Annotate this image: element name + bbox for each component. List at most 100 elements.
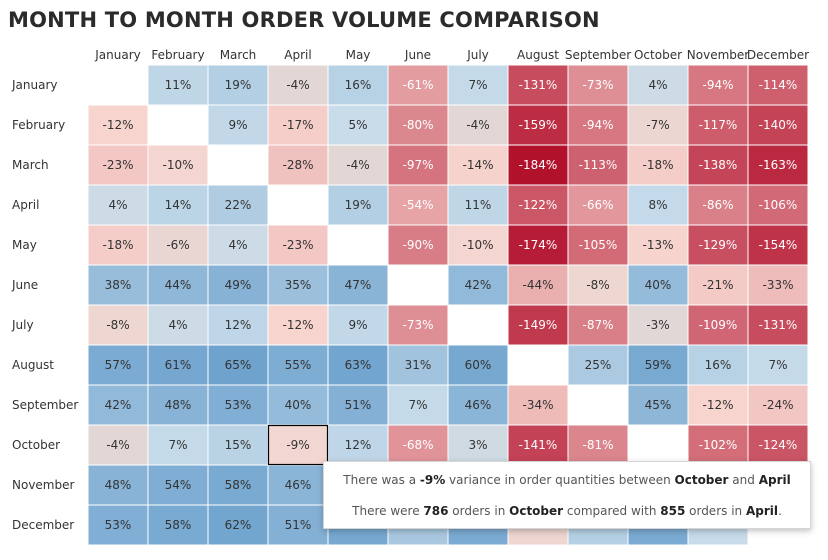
- heatmap-cell-april-september: [567, 184, 629, 226]
- heatmap-cell-july-september: [567, 304, 629, 346]
- cell-value-label: -114%: [759, 78, 798, 92]
- heatmap-cell-march-july: [447, 144, 509, 186]
- heatmap-cell-july-august: [507, 304, 569, 346]
- cell-value-label: 11%: [165, 78, 192, 92]
- cell-value-label: 51%: [345, 398, 372, 412]
- cell-value-label: -90%: [402, 238, 433, 252]
- cell-value-label: 38%: [105, 278, 132, 292]
- cell-value-label: 4%: [228, 238, 247, 252]
- cell-value-label: -12%: [102, 118, 133, 132]
- cell-value-label: 55%: [285, 358, 312, 372]
- heatmap-cell-october-june: [387, 424, 449, 466]
- heatmap-cell-november-april: [267, 464, 329, 506]
- row-label-october: October: [12, 438, 60, 452]
- cell-value-label: 16%: [705, 358, 732, 372]
- cell-value-label: 40%: [285, 398, 312, 412]
- heatmap-cell-december-february: [147, 504, 209, 546]
- heatmap-cell-february-october: [627, 104, 689, 146]
- cell-value-label: 53%: [105, 518, 132, 532]
- heatmap-cell-august-february: [147, 344, 209, 386]
- cell-value-label: -184%: [519, 158, 558, 172]
- heatmap-cell-may-february: [147, 224, 209, 266]
- cell-value-label: -159%: [519, 118, 558, 132]
- cell-value-label: 48%: [105, 478, 132, 492]
- heatmap-cell-may-june: [387, 224, 449, 266]
- tooltip-month-b: April: [758, 473, 791, 487]
- cell-value-label: -12%: [282, 318, 313, 332]
- cell-value-label: 22%: [225, 198, 252, 212]
- heatmap-cell-august-march: [207, 344, 269, 386]
- cell-value-label: 60%: [465, 358, 492, 372]
- cell-value-label: -66%: [582, 198, 613, 212]
- heatmap-cell-august-december: [747, 344, 809, 386]
- cell-value-label: -80%: [402, 118, 433, 132]
- cell-value-label: -54%: [402, 198, 433, 212]
- row-label-may: May: [12, 238, 37, 252]
- cell-value-label: 51%: [285, 518, 312, 532]
- cell-value-label: 11%: [465, 198, 492, 212]
- heatmap-cell-april-july: [447, 184, 509, 226]
- heatmap-cell-march-december: [747, 144, 809, 186]
- cell-value-label: -86%: [702, 198, 733, 212]
- cell-value-label: 3%: [468, 438, 487, 452]
- heatmap-cell-april-january: [87, 184, 149, 226]
- tooltip-orders-b: 855: [660, 504, 686, 518]
- cell-value-label: -10%: [462, 238, 493, 252]
- cell-value-label: -154%: [759, 238, 798, 252]
- heatmap-cell-july-february: [147, 304, 209, 346]
- heatmap-cell-november-march: [207, 464, 269, 506]
- chart-title: MONTH TO MONTH ORDER VOLUME COMPARISON: [8, 8, 600, 32]
- tooltip-month-a: October: [674, 473, 729, 487]
- row-label-april: April: [12, 198, 39, 212]
- cell-value-label: 16%: [345, 78, 372, 92]
- heatmap-cell-october-march: [207, 424, 269, 466]
- cell-value-label: 42%: [105, 398, 132, 412]
- cell-value-label: -113%: [579, 158, 618, 172]
- heatmap-cell-december-january: [87, 504, 149, 546]
- heatmap-cell-july-october: [627, 304, 689, 346]
- cell-value-label: -124%: [759, 438, 798, 452]
- tooltip-line-2: There were 786 orders in October compare…: [352, 504, 782, 518]
- heatmap-cell-january-may: [327, 64, 389, 106]
- heatmap-cell-september-april: [267, 384, 329, 426]
- cell-value-label: -94%: [702, 78, 733, 92]
- heatmap-cell-may-august: [507, 224, 569, 266]
- cell-value-label: 58%: [225, 478, 252, 492]
- cell-value-label: -94%: [582, 118, 613, 132]
- cell-value-label: -141%: [519, 438, 558, 452]
- heatmap-cell-december-march: [207, 504, 269, 546]
- heatmap-cell-april-november: [687, 184, 749, 226]
- cell-value-label: -34%: [522, 398, 553, 412]
- heatmap-cell-january-august: [507, 64, 569, 106]
- cell-value-label: 7%: [408, 398, 427, 412]
- cell-value-label: -9%: [286, 438, 309, 452]
- cell-value-label: 62%: [225, 518, 252, 532]
- column-label-april: April: [284, 48, 311, 62]
- heatmap-cell-may-december: [747, 224, 809, 266]
- highlighted-cell-outline: [267, 424, 329, 466]
- heatmap-cell-october-november: [687, 424, 749, 466]
- heatmap-cell-september-august: [507, 384, 569, 426]
- heatmap-cell-november-february: [147, 464, 209, 506]
- tooltip-orders-a: 786: [423, 504, 449, 518]
- heatmap-cell-january-july: [447, 64, 509, 106]
- heatmap-cell-may-july: [447, 224, 509, 266]
- heatmap-cell-september-october: [627, 384, 689, 426]
- heatmap-cell-january-december: [747, 64, 809, 106]
- cell-value-label: -4%: [286, 78, 309, 92]
- row-label-september: September: [12, 398, 78, 412]
- cell-value-label: 61%: [165, 358, 192, 372]
- heatmap-cell-march-august: [507, 144, 569, 186]
- cell-value-label: -4%: [106, 438, 129, 452]
- heatmap-cell-june-september: [567, 264, 629, 306]
- heatmap-cell-june-august: [507, 264, 569, 306]
- tooltip-line-1: There was a -9% variance in order quanti…: [343, 473, 791, 487]
- tooltip-variance: -9%: [419, 473, 446, 487]
- heatmap-cell-september-may: [327, 384, 389, 426]
- cell-value-label: -149%: [519, 318, 558, 332]
- row-label-march: March: [12, 158, 49, 172]
- heatmap-cell-january-october: [627, 64, 689, 106]
- cell-value-label: -106%: [759, 198, 798, 212]
- heatmap-cell-july-june: [387, 304, 449, 346]
- cell-value-label: 15%: [225, 438, 252, 452]
